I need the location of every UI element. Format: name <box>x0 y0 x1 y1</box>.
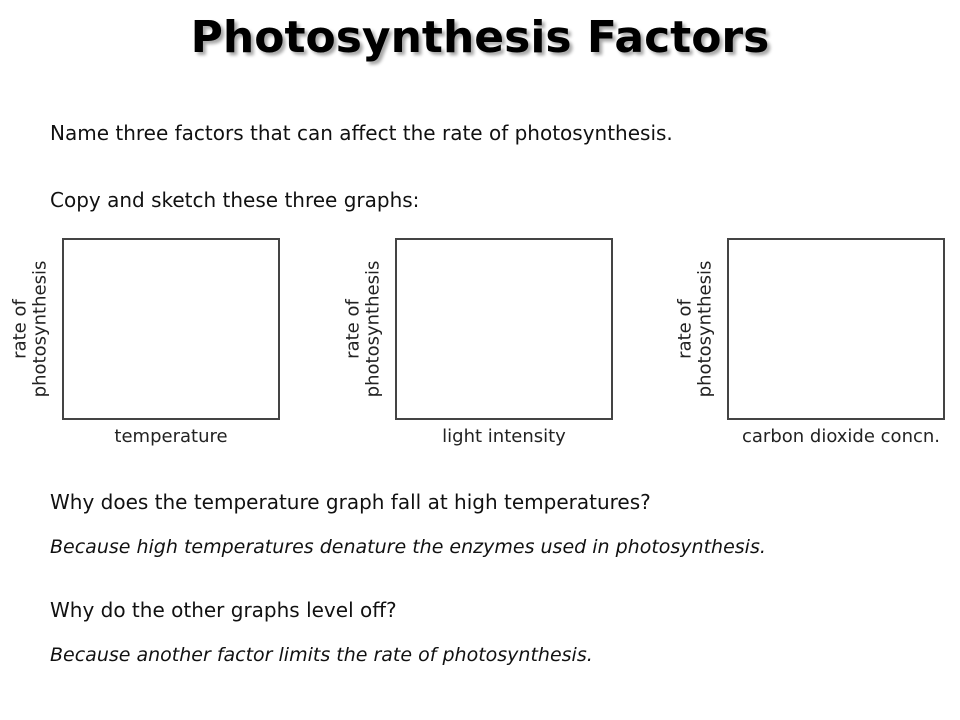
graph-frame <box>727 238 945 420</box>
x-axis-label: light intensity <box>442 426 566 447</box>
instruction-sketch-graphs: Copy and sketch these three graphs: <box>50 188 420 212</box>
y-axis-label-line-1: rate of <box>674 299 695 359</box>
question-factors: Name three factors that can affect the r… <box>50 121 673 145</box>
answer-level-off: Because another factor limits the rate o… <box>50 644 593 666</box>
y-axis-label-line-2: photosynthesis <box>29 260 50 398</box>
y-axis-label-line-1: rate of <box>342 299 363 359</box>
answer-temperature-fall: Because high temperatures denature the e… <box>50 536 766 558</box>
x-axis-label: carbon dioxide concn. <box>742 426 940 447</box>
y-axis-label: rate of photosynthesis <box>670 244 720 414</box>
light-intensity-graph: rate of photosynthesis light intensity <box>333 236 623 456</box>
y-axis-label: rate of photosynthesis <box>338 244 388 414</box>
graph-frame <box>395 238 613 420</box>
question-level-off: Why do the other graphs level off? <box>50 598 397 622</box>
temperature-graph: rate of photosynthesis temperature <box>0 236 290 456</box>
y-axis-label-line-2: photosynthesis <box>362 260 383 398</box>
y-axis-label-line-1: rate of <box>9 299 30 359</box>
graph-frame <box>62 238 280 420</box>
y-axis-label: rate of photosynthesis <box>5 244 55 414</box>
x-axis-label: temperature <box>114 426 228 447</box>
question-temperature-fall: Why does the temperature graph fall at h… <box>50 490 651 514</box>
y-axis-label-line-2: photosynthesis <box>694 260 715 398</box>
page-title: Photosynthesis Factors <box>190 12 770 63</box>
carbon-dioxide-graph: rate of photosynthesis carbon dioxide co… <box>665 236 955 456</box>
